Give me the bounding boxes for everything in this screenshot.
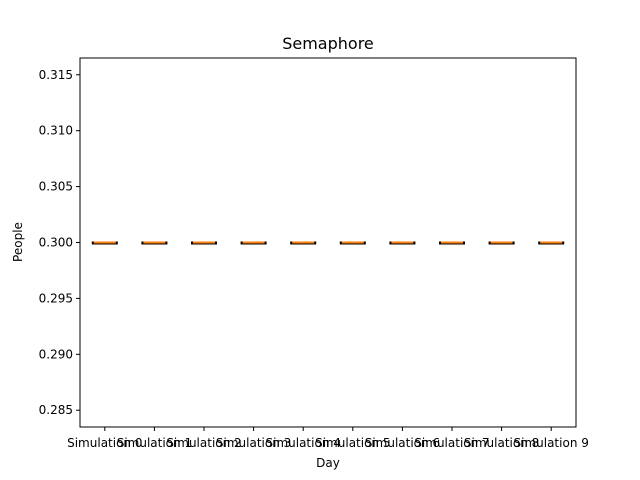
box-plot-0 <box>91 241 118 245</box>
box-plot-2 <box>191 241 217 245</box>
x-tick-label: Simulation 1 <box>117 436 192 450</box>
y-axis-group: 0.285 0.290 0.295 0.300 0.305 0.310 0.315 <box>39 68 80 417</box>
y-tick-label: 0.305 <box>39 180 73 194</box>
x-tick-label: Simulation 8 <box>464 436 539 450</box>
x-tick-label: Simulation 7 <box>414 436 489 450</box>
box-plot-4 <box>290 241 317 245</box>
x-tick-label: Simulation 6 <box>365 436 440 450</box>
box-plot-8 <box>488 241 515 245</box>
x-tick-label: Simulation 0 <box>67 436 142 450</box>
chart-title: Semaphore <box>282 34 374 53</box>
x-tick-label: Simulation 2 <box>166 436 241 450</box>
y-tick-label: 0.295 <box>39 291 73 305</box>
plot-group <box>91 241 565 245</box>
y-axis-label: People <box>11 222 25 262</box>
x-tick-label: Simulation 5 <box>315 436 390 450</box>
box-plot-6 <box>389 241 416 245</box>
box-plot-3 <box>240 241 267 245</box>
x-tick-label: Simulation 4 <box>266 436 341 450</box>
y-tick-label: 0.315 <box>39 68 73 82</box>
x-tick-label: Simulation 9 <box>514 436 589 450</box>
box-plot-1 <box>141 241 168 245</box>
y-tick-label: 0.300 <box>39 236 73 250</box>
plot-frame <box>79 57 577 428</box>
y-tick-label: 0.310 <box>39 124 73 138</box>
y-tick-label: 0.290 <box>39 347 73 361</box>
x-tick-label: Simulation 3 <box>216 436 291 450</box>
box-plot-9 <box>538 241 565 245</box>
x-axis-label: Day <box>316 456 340 470</box>
box-plot-7 <box>439 241 465 245</box>
box-plot-5 <box>339 241 366 245</box>
y-tick-label: 0.285 <box>39 403 73 417</box>
